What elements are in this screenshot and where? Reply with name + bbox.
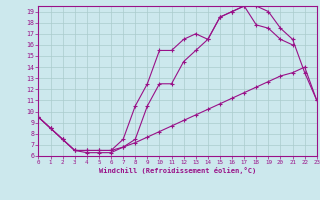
X-axis label: Windchill (Refroidissement éolien,°C): Windchill (Refroidissement éolien,°C) — [99, 167, 256, 174]
